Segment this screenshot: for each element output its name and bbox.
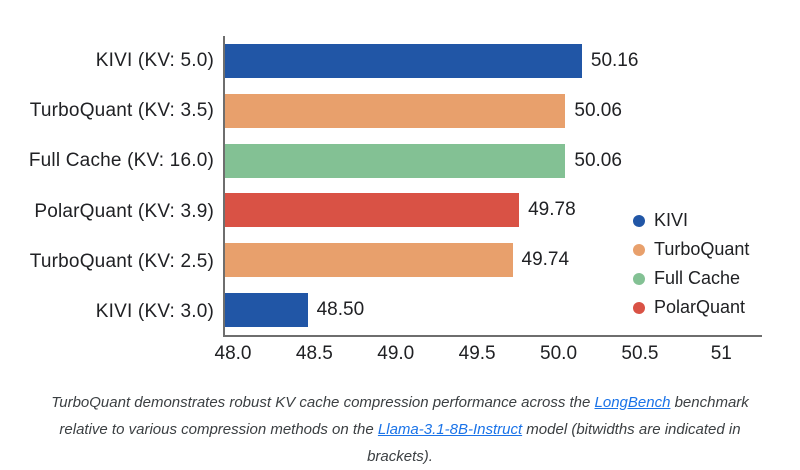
category-label: Full Cache (KV: 16.0) bbox=[28, 150, 214, 172]
bar-value-label: 50.16 bbox=[590, 49, 639, 71]
x-tick: 49.0 bbox=[377, 343, 415, 364]
category-label: PolarQuant (KV: 3.9) bbox=[34, 200, 214, 222]
legend-item-polarquant: PolarQuant bbox=[633, 297, 749, 318]
legend-label: KIVI bbox=[654, 210, 689, 230]
caption-text: TurboQuant demonstrates robust KV cache … bbox=[51, 394, 595, 411]
legend: KIVI TurboQuant Full Cache PolarQuant bbox=[633, 210, 749, 318]
link-llama-3-1-8b-instruct[interactable]: Llama-3.1-8B-Instruct bbox=[377, 421, 523, 438]
plot-area: 50.16 50.06 50.06 49.78 49.74 48.50 bbox=[223, 36, 762, 337]
x-axis-ticks: 48.0 48.5 49.0 49.5 50.0 50.5 51 bbox=[215, 343, 762, 367]
bar-row: 50.06 bbox=[225, 86, 762, 136]
legend-dot-icon bbox=[633, 243, 645, 256]
bar-row: 49.78 bbox=[225, 185, 762, 235]
x-tick: 50.5 bbox=[621, 343, 659, 364]
bar-turboquant bbox=[225, 243, 513, 278]
chart: KIVI (KV: 5.0) TurboQuant (KV: 3.5) Full C… bbox=[0, 36, 762, 337]
legend-dot-icon bbox=[633, 214, 645, 227]
legend-dot-icon bbox=[633, 272, 645, 285]
bar-kivi bbox=[225, 293, 308, 328]
bar-full-cache bbox=[225, 143, 566, 178]
figure-caption: TurboQuant demonstrates robust KV cache … bbox=[35, 389, 765, 470]
bar-turboquant bbox=[225, 93, 566, 128]
bar-chart-figure: KIVI (KV: 5.0) TurboQuant (KV: 3.5) Full C… bbox=[0, 36, 762, 465]
bar-kivi bbox=[225, 43, 582, 78]
bar-polarquant bbox=[225, 193, 520, 228]
link-longbench[interactable]: LongBench bbox=[594, 394, 671, 411]
x-tick: 48.0 bbox=[214, 343, 252, 364]
category-label: TurboQuant (KV: 3.5) bbox=[29, 100, 214, 122]
bar-row: 50.06 bbox=[225, 136, 762, 186]
legend-item-turboquant: TurboQuant bbox=[633, 239, 749, 260]
legend-label: Full Cache bbox=[654, 268, 741, 288]
bar-value-label: 49.78 bbox=[528, 199, 576, 221]
bar-value-label: 49.74 bbox=[521, 249, 570, 271]
category-label: KIVI (KV: 3.0) bbox=[95, 300, 214, 322]
category-labels: KIVI (KV: 5.0) TurboQuant (KV: 3.5) Full C… bbox=[0, 36, 223, 337]
bar-row: 49.74 bbox=[225, 235, 762, 285]
x-tick: 51 bbox=[710, 343, 732, 364]
legend-label: TurboQuant bbox=[654, 239, 750, 259]
category-label: KIVI (KV: 5.0) bbox=[95, 50, 214, 72]
bar-row: 48.50 bbox=[225, 285, 762, 335]
x-tick: 49.5 bbox=[458, 343, 496, 364]
legend-item-full-cache: Full Cache bbox=[633, 268, 749, 289]
bar-value-label: 50.06 bbox=[574, 149, 622, 171]
legend-dot-icon bbox=[633, 301, 645, 314]
legend-label: PolarQuant bbox=[654, 297, 746, 317]
legend-item-kivi: KIVI bbox=[633, 210, 749, 231]
caption-text: benchmark relative to various compressio… bbox=[59, 394, 749, 438]
x-tick: 48.5 bbox=[295, 343, 333, 364]
bar-row: 50.16 bbox=[225, 36, 762, 86]
bar-value-label: 48.50 bbox=[316, 299, 365, 321]
bar-value-label: 50.06 bbox=[574, 99, 622, 121]
x-tick: 50.0 bbox=[540, 343, 578, 364]
category-label: TurboQuant (KV: 2.5) bbox=[29, 250, 214, 272]
